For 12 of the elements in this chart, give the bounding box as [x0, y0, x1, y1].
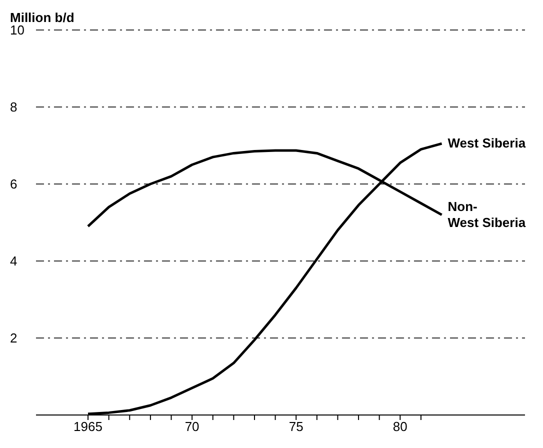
x-tick-label: 75	[288, 419, 304, 434]
series-label: Non-West Siberia	[448, 198, 526, 230]
y-tick-label: 6	[10, 176, 18, 192]
y-tick-label: 2	[10, 330, 18, 346]
x-tick-label: 80	[392, 419, 408, 434]
y-axis-title: Million b/d	[10, 10, 74, 25]
y-tick-label: 4	[10, 254, 18, 269]
y-tick-label: 10	[10, 22, 24, 38]
x-tick-label: 1965	[74, 419, 102, 434]
series-label: West Siberia	[448, 136, 526, 151]
y-tick-label: 8	[10, 100, 18, 115]
x-tick-label: 70	[184, 419, 200, 434]
